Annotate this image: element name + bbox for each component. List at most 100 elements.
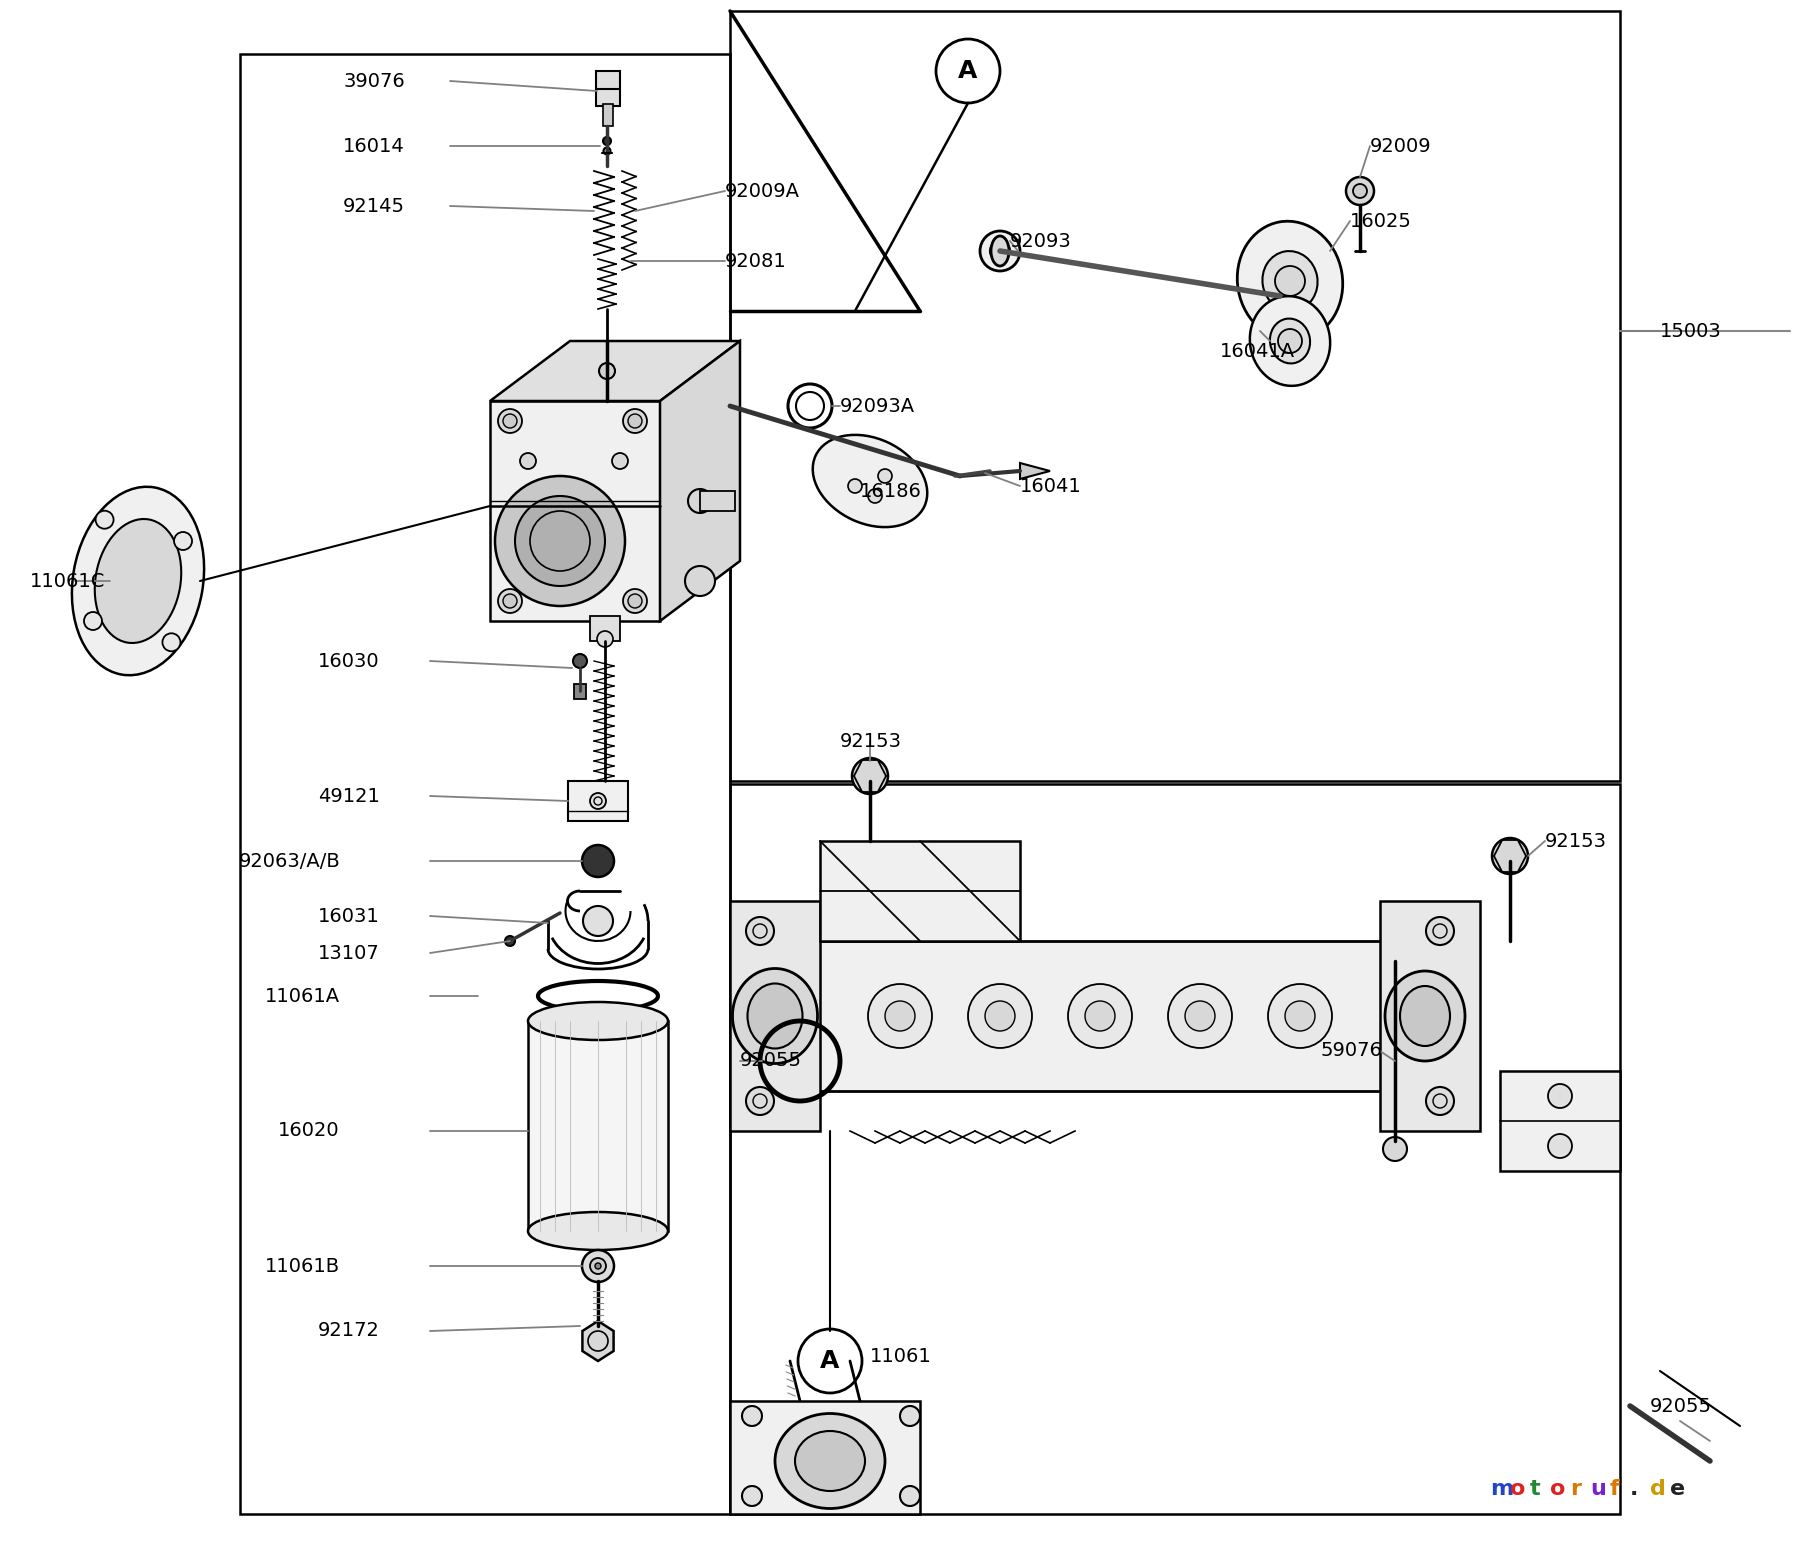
Text: 16025: 16025: [1350, 211, 1411, 231]
Circle shape: [1426, 1086, 1454, 1115]
Polygon shape: [490, 340, 740, 401]
Ellipse shape: [796, 1431, 866, 1491]
Text: 92145: 92145: [344, 197, 405, 215]
Circle shape: [1274, 265, 1305, 297]
Circle shape: [878, 468, 893, 482]
Text: o: o: [1550, 1478, 1566, 1499]
Ellipse shape: [95, 518, 182, 643]
Text: 16041A: 16041A: [1220, 342, 1296, 361]
Polygon shape: [1499, 1071, 1620, 1171]
Circle shape: [581, 845, 614, 877]
Circle shape: [603, 137, 610, 145]
Circle shape: [1382, 1136, 1408, 1161]
Circle shape: [1492, 838, 1528, 874]
Circle shape: [1548, 1133, 1571, 1158]
Text: 59076: 59076: [1319, 1041, 1382, 1060]
Polygon shape: [1021, 464, 1049, 479]
Circle shape: [1184, 1001, 1215, 1030]
Text: 16041: 16041: [1021, 476, 1082, 495]
Bar: [596, 70, 619, 106]
Circle shape: [868, 489, 882, 503]
Text: e: e: [1670, 1478, 1685, 1499]
Circle shape: [572, 654, 587, 668]
Circle shape: [95, 510, 113, 529]
Text: m: m: [1490, 1478, 1514, 1499]
Ellipse shape: [733, 968, 817, 1063]
Bar: [731, 784, 1620, 1514]
Circle shape: [581, 1250, 614, 1282]
Circle shape: [598, 631, 614, 646]
Ellipse shape: [814, 436, 927, 528]
Text: t: t: [1530, 1478, 1541, 1499]
Polygon shape: [821, 841, 1021, 941]
Text: 11061C: 11061C: [31, 571, 106, 590]
Circle shape: [502, 414, 517, 428]
Circle shape: [623, 409, 646, 432]
Circle shape: [599, 364, 616, 379]
Bar: [574, 684, 587, 699]
Circle shape: [985, 1001, 1015, 1030]
Circle shape: [502, 595, 517, 607]
Ellipse shape: [1384, 971, 1465, 1061]
Circle shape: [499, 588, 522, 613]
Text: 16031: 16031: [319, 907, 380, 926]
Circle shape: [745, 1086, 774, 1115]
Circle shape: [1346, 176, 1373, 204]
Ellipse shape: [515, 496, 605, 585]
Bar: [731, 11, 1620, 780]
Ellipse shape: [992, 236, 1010, 265]
Text: 92055: 92055: [1651, 1397, 1712, 1416]
Text: 16186: 16186: [860, 481, 922, 501]
Ellipse shape: [1237, 222, 1343, 340]
Circle shape: [1085, 1001, 1114, 1030]
Text: 92093A: 92093A: [841, 396, 914, 415]
Circle shape: [506, 937, 515, 946]
Text: 16014: 16014: [344, 136, 405, 156]
Circle shape: [848, 479, 862, 493]
Text: 16020: 16020: [279, 1121, 340, 1141]
Text: 11061A: 11061A: [265, 987, 340, 1005]
Circle shape: [175, 532, 193, 549]
Circle shape: [583, 905, 614, 937]
Circle shape: [851, 759, 887, 795]
Ellipse shape: [495, 476, 625, 606]
Circle shape: [590, 793, 607, 809]
Text: 92009A: 92009A: [725, 181, 799, 200]
Text: 92153: 92153: [841, 732, 902, 751]
Circle shape: [162, 634, 180, 651]
Circle shape: [612, 453, 628, 468]
Bar: [603, 105, 614, 126]
Ellipse shape: [747, 983, 803, 1049]
Polygon shape: [490, 401, 661, 621]
Circle shape: [1168, 983, 1231, 1047]
Ellipse shape: [1271, 318, 1310, 364]
Text: .: .: [1631, 1478, 1638, 1499]
Text: o: o: [1510, 1478, 1525, 1499]
Circle shape: [628, 595, 643, 607]
Polygon shape: [583, 1321, 614, 1361]
Text: r: r: [1570, 1478, 1580, 1499]
Circle shape: [1267, 983, 1332, 1047]
Circle shape: [1067, 983, 1132, 1047]
Text: f: f: [1609, 1478, 1620, 1499]
Polygon shape: [731, 901, 821, 1132]
Text: u: u: [1589, 1478, 1606, 1499]
Polygon shape: [731, 1402, 920, 1514]
Text: 13107: 13107: [319, 943, 380, 963]
Bar: [569, 780, 628, 821]
Circle shape: [520, 453, 536, 468]
Text: A: A: [958, 59, 977, 83]
Text: 92063/A/B: 92063/A/B: [238, 851, 340, 871]
Ellipse shape: [1262, 251, 1318, 311]
Circle shape: [499, 409, 522, 432]
Circle shape: [742, 1486, 761, 1506]
Circle shape: [596, 1263, 601, 1269]
Text: 92081: 92081: [725, 251, 787, 270]
Circle shape: [1548, 1083, 1571, 1108]
Circle shape: [968, 983, 1031, 1047]
Circle shape: [628, 414, 643, 428]
Circle shape: [979, 231, 1021, 272]
Bar: [590, 617, 619, 642]
Ellipse shape: [1249, 297, 1330, 386]
Text: 11061B: 11061B: [265, 1257, 340, 1275]
